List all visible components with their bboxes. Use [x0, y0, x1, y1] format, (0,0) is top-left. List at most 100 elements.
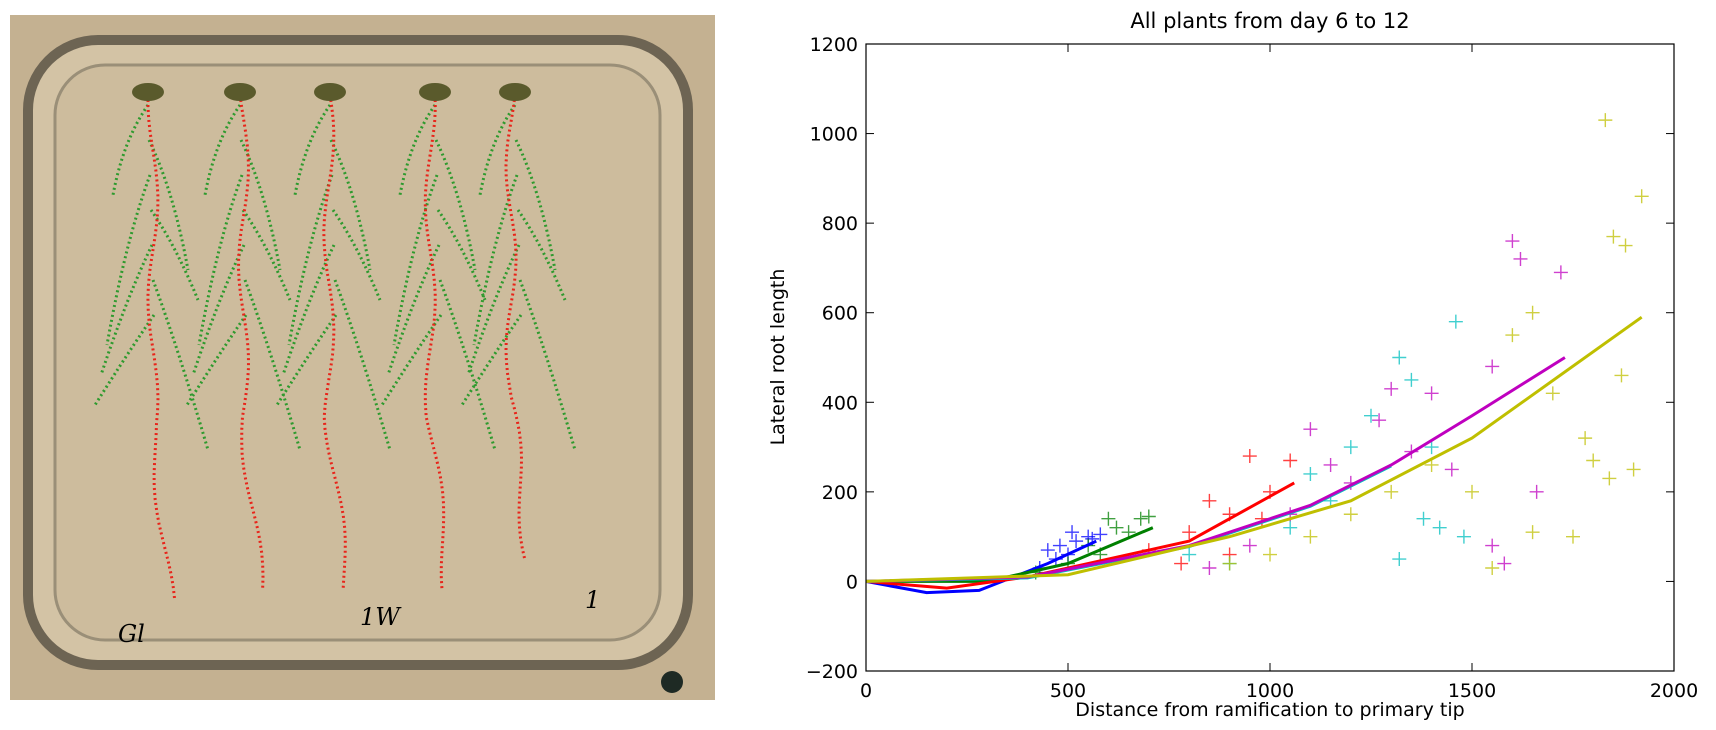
plate-photo: Gl 1W 1 [10, 15, 715, 700]
plate-inner [53, 63, 662, 642]
lateral-root [105, 174, 152, 346]
scatter-point [1404, 372, 1419, 387]
fit-line [865, 315, 1643, 583]
scatter-point [1040, 543, 1055, 558]
seedling-leaves [224, 83, 256, 101]
scatter-point [1424, 440, 1439, 455]
x-axis-label: Distance from ramification to primary ti… [1075, 699, 1464, 721]
seedling-leaves [314, 83, 346, 101]
scatter-point [1323, 457, 1338, 472]
primary-root [504, 94, 527, 561]
scatter-point [1093, 527, 1108, 542]
scatter-point [1283, 520, 1298, 535]
scatter-point [1372, 413, 1387, 428]
y-tick-label: 1000 [810, 124, 858, 146]
y-tick-label: 600 [822, 303, 858, 325]
plate-dot [661, 671, 683, 693]
chart-title: All plants from day 6 to 12 [1130, 9, 1409, 33]
scatter-point [1364, 408, 1378, 423]
y-tick-label: 800 [822, 213, 858, 235]
lateral-root [197, 174, 244, 346]
scatter-point [1416, 511, 1431, 526]
scatter-point [1202, 493, 1217, 508]
fit-line [865, 464, 1392, 583]
y-tick-label: −200 [806, 661, 858, 683]
scatter-point [1242, 538, 1257, 553]
x-tick-label: 500 [1050, 680, 1086, 702]
scatter-point [1343, 440, 1358, 455]
scatter-point [1242, 449, 1257, 464]
fit-line [866, 526, 1154, 583]
lateral-root [243, 279, 302, 451]
scatter-point [1182, 525, 1197, 540]
scatter-point [1553, 265, 1568, 280]
scatter-point [1133, 511, 1148, 526]
scatter-point [1529, 484, 1544, 499]
primary-root [236, 94, 265, 591]
scatter-point [1392, 350, 1407, 365]
scatter-point [1485, 560, 1500, 575]
fit-line [865, 539, 1097, 595]
lateral-root [203, 104, 242, 196]
scatter-point [1101, 511, 1116, 526]
scatter-point [1614, 368, 1629, 383]
scatter-point [1497, 556, 1512, 571]
x-tick-label: 2000 [1650, 680, 1698, 702]
scatter-point [1578, 431, 1593, 446]
scatter-point [1069, 534, 1084, 549]
lateral-root [392, 174, 439, 346]
scatter-point [1182, 547, 1197, 562]
x-tick-label: 1000 [1246, 680, 1294, 702]
scatter-point [1384, 381, 1399, 396]
scatter-point [1303, 422, 1318, 437]
seedling-leaves [132, 83, 164, 101]
scatter-point [1586, 453, 1601, 468]
scatter-point [1606, 229, 1621, 244]
plot-frame [865, 43, 1675, 672]
scatter-point [1598, 113, 1613, 128]
scatter-point [1485, 538, 1500, 553]
scatter-point [1303, 466, 1318, 481]
scatter-point [1283, 453, 1298, 468]
handwriting: 1 [585, 586, 600, 614]
handwriting: Gl [118, 620, 145, 648]
scatter-point [1525, 305, 1540, 320]
handwriting: 1W [360, 603, 402, 631]
lateral-root [398, 104, 437, 196]
scatter-point [1505, 328, 1520, 343]
scatter-point [1303, 529, 1318, 544]
scatter-point [1626, 462, 1641, 477]
scatter-point [1566, 529, 1580, 544]
y-tick-label: 0 [846, 571, 858, 593]
x-tick-label: 1500 [1448, 680, 1496, 702]
scatter-point [1263, 547, 1277, 562]
scatter-point [1109, 520, 1124, 535]
scatter-point [1432, 520, 1447, 535]
scatter-point [1052, 538, 1067, 553]
lateral-root [333, 279, 392, 451]
scatter-point [1065, 525, 1080, 540]
x-tick-label: 0 [860, 680, 872, 702]
scatter-point [1444, 462, 1459, 477]
fit-line [865, 356, 1566, 583]
lateral-root [472, 174, 519, 346]
y-tick-label: 200 [822, 482, 858, 504]
lateral-root [287, 174, 334, 346]
scatter-point [1634, 189, 1649, 204]
scatter-point [1141, 509, 1156, 524]
scatter-point [1485, 359, 1500, 374]
seedling-leaves [499, 83, 531, 101]
scatter-point [1602, 471, 1617, 486]
primary-root [423, 94, 446, 591]
scatter-point [1384, 484, 1399, 499]
scatter-point [1222, 556, 1237, 571]
scatter-point [1448, 314, 1463, 329]
lateral-root [438, 279, 497, 451]
scatter-point [1513, 251, 1528, 266]
lateral-root [151, 279, 210, 451]
y-tick-label: 1200 [810, 34, 858, 56]
primary-root [322, 94, 347, 591]
scatter-point [1174, 556, 1189, 571]
scatter-point [1525, 525, 1540, 540]
